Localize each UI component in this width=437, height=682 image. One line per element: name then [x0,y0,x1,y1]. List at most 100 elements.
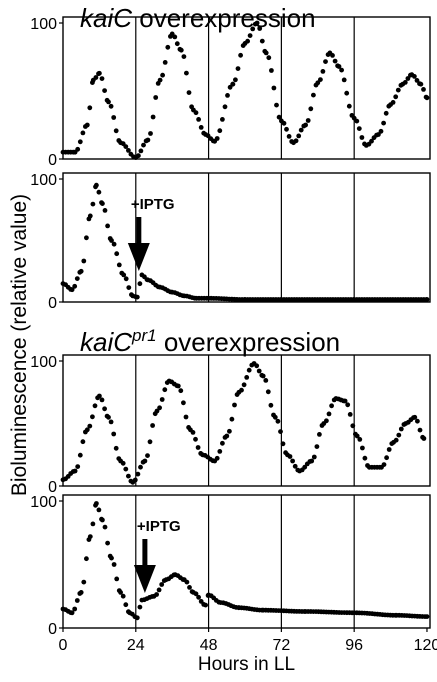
data-point [87,213,93,219]
data-point [396,432,402,438]
data-point [323,59,328,64]
data-point [281,120,287,126]
data-point [393,437,399,443]
data-point [315,80,321,86]
data-point [72,283,78,289]
data-point [154,592,160,597]
data-point [123,466,129,472]
data-point [108,419,114,425]
data-point [318,77,323,82]
data-point [138,148,144,154]
data-point [308,106,314,112]
data-point [178,388,184,394]
data-series [60,20,430,161]
data-point [80,439,86,445]
data-point [157,77,163,83]
data-point [260,373,266,379]
data-point [398,426,404,432]
data-point [162,387,168,393]
data-point [184,579,190,585]
data-point [287,454,293,459]
data-point [99,76,105,81]
data-point [77,452,83,458]
y-tick-label: 0 [48,295,57,312]
data-point [336,64,342,69]
data-point [280,441,286,447]
data-point [78,268,84,274]
data-point [136,153,141,159]
data-point [196,594,202,600]
data-point [250,26,256,32]
data-point [233,77,238,83]
data-point [227,428,232,434]
panel-frame [62,494,431,629]
data-point [159,582,165,587]
data-point [214,136,220,141]
data-point [114,576,120,582]
data-point [111,431,117,437]
data-point [96,189,102,195]
data-point [87,423,93,429]
data-point [150,423,156,428]
data-point [106,99,111,105]
data-point [105,540,110,546]
data-point [225,93,230,98]
data-point [174,41,180,47]
data-point [123,144,129,150]
data-point [81,579,87,585]
data-point [272,414,278,420]
data-point [100,201,105,207]
data-point [162,60,168,65]
data-point [90,201,96,207]
x-tick-label: 48 [200,637,218,654]
panel-0-0: 0 100 [30,16,431,169]
data-point [424,614,430,619]
data-point [412,74,417,79]
data-point [405,76,411,81]
data-point [148,131,153,136]
title-gene: kaiC [80,327,132,357]
data-point [135,471,141,477]
data-point [274,102,279,108]
data-point [90,521,96,527]
data-point [102,524,108,530]
panel-1-1: 0 100 +IPTG [30,494,431,638]
data-point [81,258,87,264]
data-point [417,427,423,433]
data-point [186,90,192,95]
data-point [302,464,308,470]
data-point [344,90,350,96]
data-point [84,235,89,241]
data-point [390,100,396,105]
data-point [220,440,225,446]
iptg-arrow-head [133,565,156,593]
section-0: kaiC overexpression 0 100 0 100 +IPTG [30,3,431,312]
data-point [121,272,127,278]
data-point [254,20,260,26]
data-point [116,262,122,268]
data-point [102,88,107,93]
data-point [309,458,315,464]
data-point [93,75,99,80]
data-point [193,436,198,442]
data-point [263,378,269,383]
data-point [329,403,334,409]
data-point [159,397,165,402]
data-series [60,361,427,485]
y-tick-label: 0 [48,152,57,169]
iptg-annotation: +IPTG [131,196,175,213]
data-point [92,403,98,409]
data-point [393,94,399,100]
data-point [74,276,80,281]
data-point [386,447,392,452]
data-point [80,130,86,136]
x-axis-label: Hours in LL [198,654,295,675]
data-series [60,501,430,621]
data-point [96,507,102,513]
data-point [172,34,178,40]
data-point [257,26,263,31]
data-point [111,115,117,120]
data-point [235,66,241,71]
data-point [113,445,119,451]
